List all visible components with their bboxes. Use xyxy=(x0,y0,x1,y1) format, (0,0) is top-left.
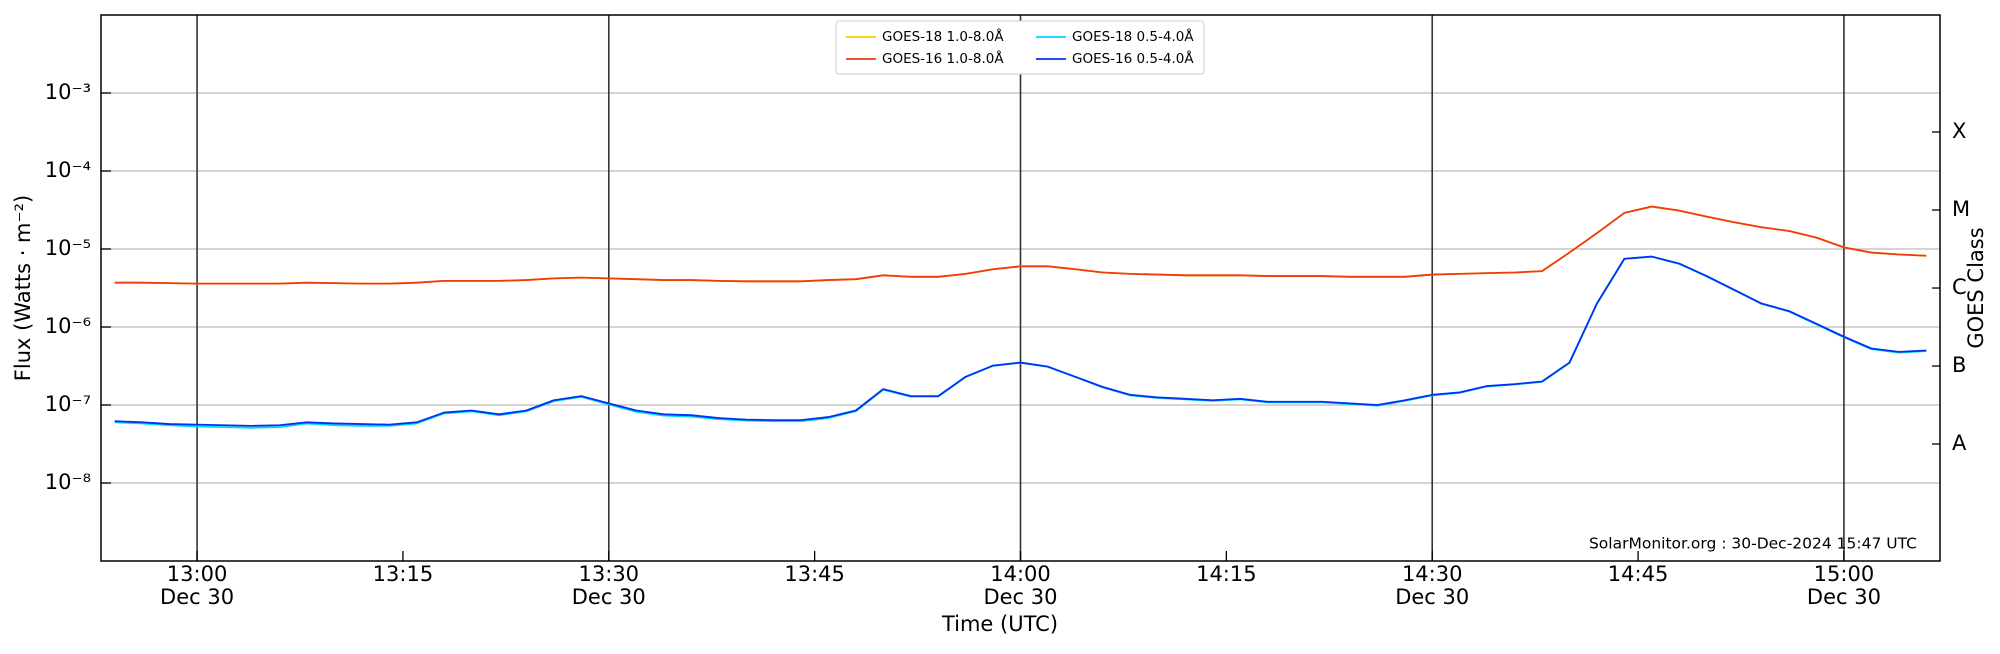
x-tick-label: 14:15 xyxy=(1196,562,1257,586)
x-tick-label: 14:00 xyxy=(990,562,1051,586)
y2-tick-label: X xyxy=(1952,119,1966,143)
y-tick-label: 10⁻⁵ xyxy=(45,236,91,260)
y-axis-label: Flux (Watts · m⁻²) xyxy=(11,195,35,381)
y-tick-label: 10⁻⁴ xyxy=(45,158,91,182)
series-line xyxy=(114,255,1927,427)
series-line xyxy=(114,205,1927,285)
y2-tick-label: C xyxy=(1952,275,1967,299)
legend-box xyxy=(835,20,1205,75)
legend-label: GOES-16 0.5-4.0Å xyxy=(1072,50,1194,67)
y-tick-label: 10⁻⁶ xyxy=(45,314,91,338)
x-tick-label: 13:15 xyxy=(373,562,434,586)
x-tick-label: 14:30 xyxy=(1402,562,1463,586)
x-tick-label: 13:30 xyxy=(579,562,640,586)
y2-tick-label: B xyxy=(1952,353,1966,377)
x-tick-date: Dec 30 xyxy=(160,585,234,609)
x-tick-label: 15:00 xyxy=(1814,562,1875,586)
legend: GOES-18 1.0-8.0Å GOES-16 1.0-8.0Å GOES-18 … xyxy=(835,20,1205,75)
y2-tick-label: M xyxy=(1952,197,1970,221)
x-tick-date: Dec 30 xyxy=(1807,585,1881,609)
y2-tick-label: A xyxy=(1952,431,1967,455)
y2-axis-label: GOES Class xyxy=(1964,227,1988,348)
lines xyxy=(114,205,1927,429)
x-tick-date: Dec 30 xyxy=(572,585,646,609)
x-axis-label: Time (UTC) xyxy=(941,612,1058,636)
legend-label: GOES-18 1.0-8.0Å xyxy=(882,28,1004,45)
x-tick-label: 14:45 xyxy=(1608,562,1669,586)
y-tick-label: 10⁻³ xyxy=(45,80,91,104)
annotation: SolarMonitor.org : 30-Dec-2024 15:47 UTC xyxy=(1589,535,1917,553)
x-tick-label: 13:45 xyxy=(784,562,845,586)
y-tick-label: 10⁻⁷ xyxy=(45,392,91,416)
x-tick-date: Dec 30 xyxy=(983,585,1057,609)
legend-label: GOES-18 0.5-4.0Å xyxy=(1072,28,1194,45)
grid xyxy=(101,15,1940,561)
y-tick-label: 10⁻⁸ xyxy=(45,470,91,494)
x-tick-date: Dec 30 xyxy=(1395,585,1469,609)
x-tick-label: 13:00 xyxy=(167,562,228,586)
legend-label: GOES-16 1.0-8.0Å xyxy=(882,50,1004,67)
